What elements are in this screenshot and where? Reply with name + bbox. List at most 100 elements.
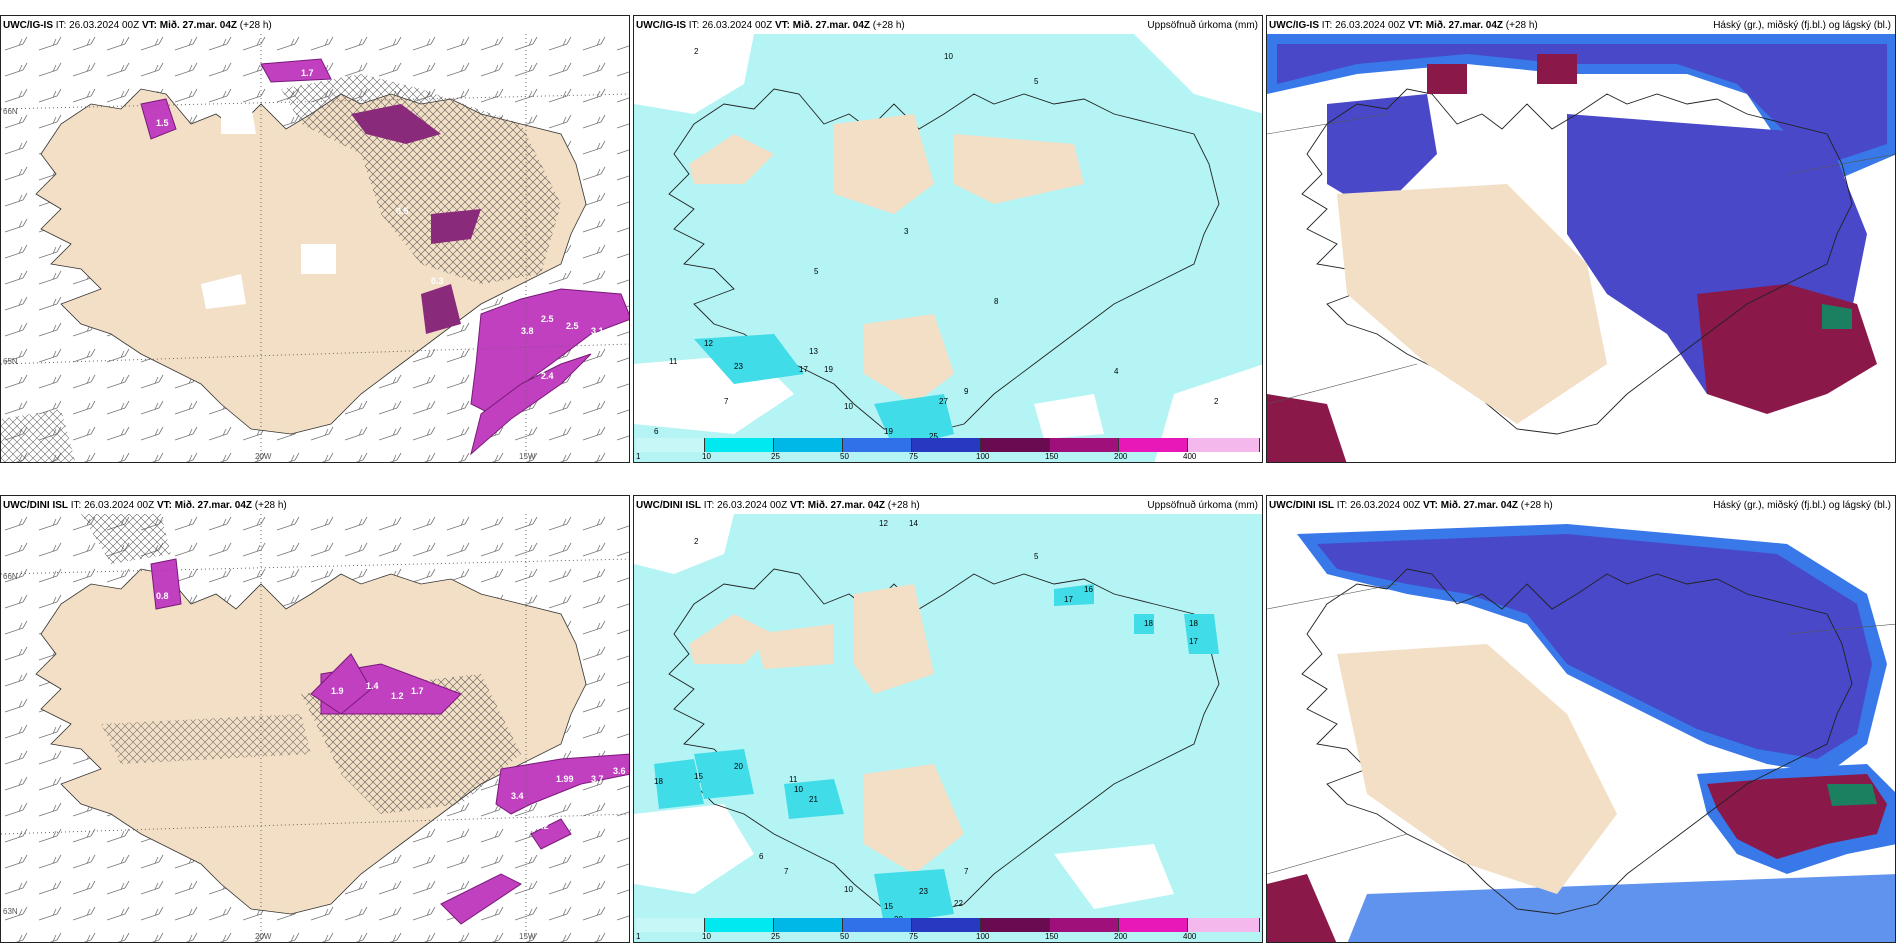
it-label: IT:: [1336, 500, 1348, 511]
wind-map[interactable]: 1.5 1.7 2.5 2.5 3.1 3.8 2.4 1.5 0.5 0.3 …: [1, 34, 629, 462]
model-name: UWC/DINI ISL: [1269, 500, 1334, 511]
svg-text:11: 11: [669, 357, 678, 366]
svg-text:3.1: 3.1: [591, 326, 604, 336]
colorbar-label: 25: [771, 452, 780, 461]
panel-title-precip: Uppsöfnuð úrkoma (mm): [1147, 20, 1258, 31]
model-name: UWC/IG-IS: [636, 20, 686, 31]
colorbar-swatch: [1050, 438, 1119, 452]
vt-label: VT:: [141, 20, 157, 31]
model-name: UWC/IG-IS: [3, 20, 53, 31]
cloud-map-svg: [1267, 34, 1895, 462]
svg-text:11: 11: [789, 775, 798, 784]
svg-text:5: 5: [814, 267, 819, 276]
it-value: 26.03.2024 00Z: [84, 500, 155, 511]
svg-text:12: 12: [879, 519, 888, 528]
colorbar-label: 150: [1045, 932, 1059, 941]
vt-value: Mið. 27.mar. 04Z: [174, 500, 253, 511]
svg-text:5: 5: [1034, 77, 1039, 86]
panel-header: UWC/DINI ISL IT: 26.03.2024 00Z VT: Mið.…: [636, 500, 920, 511]
svg-text:1.5: 1.5: [521, 416, 534, 426]
svg-text:15: 15: [694, 772, 703, 781]
panel-precip-top: UWC/IG-IS IT: 26.03.2024 00Z VT: Mið. 27…: [633, 15, 1263, 463]
lead-time: (+28 h): [239, 20, 272, 31]
cloud-map[interactable]: [1267, 514, 1895, 942]
colorbar-label: 400: [1183, 932, 1197, 941]
panel-title-precip: Uppsöfnuð úrkoma (mm): [1147, 500, 1258, 511]
svg-text:22: 22: [954, 899, 963, 908]
svg-text:10: 10: [794, 785, 803, 794]
wind-map-svg: 1.5 1.7 2.5 2.5 3.1 3.8 2.4 1.5 0.5 0.3 …: [1, 34, 629, 462]
lon-label-20w: 20W: [255, 932, 272, 941]
colorbar-swatch: [636, 918, 705, 932]
model-name: UWC/IG-IS: [1269, 20, 1319, 31]
colorbar-swatch: [774, 438, 843, 452]
cloud-map[interactable]: [1267, 34, 1895, 462]
svg-text:2.4: 2.4: [541, 371, 554, 381]
it-label: IT:: [688, 20, 700, 31]
colorbar-swatch: [912, 438, 981, 452]
colorbar-swatch: [843, 918, 912, 932]
it-label: IT:: [70, 500, 82, 511]
svg-text:1.2: 1.2: [391, 691, 404, 701]
precip-map[interactable]: 12 11 23 17 19 13 19 25 27 10 2 10 5 8 9…: [634, 34, 1262, 462]
svg-text:17: 17: [799, 365, 808, 374]
wind-map[interactable]: 1.9 1.4 1.2 1.7 1.99 3.7 3.6 3.4 3.2 0.8…: [1, 514, 629, 942]
panel-title-cloud: Háský (gr.), miðský (fj.bl.) og lágský (…: [1713, 500, 1891, 511]
colorbar-swatch: [912, 918, 981, 932]
vt-label: VT:: [1422, 500, 1438, 511]
colorbar-label: 1: [636, 452, 641, 461]
precip-colorbar: 1 10 25 50 75 100 150 200 400: [636, 918, 1260, 941]
svg-text:1.9: 1.9: [331, 686, 344, 696]
colorbar-label: 25: [771, 932, 780, 941]
svg-text:27: 27: [939, 397, 948, 406]
svg-text:6: 6: [759, 852, 764, 861]
colorbar-swatch: [636, 438, 705, 452]
vt-label: VT:: [789, 500, 805, 511]
colorbar-swatch: [705, 438, 774, 452]
panel-header: UWC/DINI ISL IT: 26.03.2024 00Z VT: Mið.…: [3, 500, 287, 511]
cloud-map-svg: [1267, 514, 1895, 942]
panel-header: UWC/IG-IS IT: 26.03.2024 00Z VT: Mið. 27…: [3, 20, 272, 31]
panel-cloud-top: UWC/IG-IS IT: 26.03.2024 00Z VT: Mið. 27…: [1266, 15, 1896, 463]
svg-text:21: 21: [809, 795, 818, 804]
colorbar-label: 50: [840, 932, 849, 941]
svg-text:10: 10: [844, 402, 853, 411]
svg-text:3.6: 3.6: [613, 766, 626, 776]
vt-label: VT:: [156, 500, 172, 511]
colorbar-swatch: [1050, 918, 1119, 932]
lat-label-66n: 66N: [3, 572, 18, 581]
svg-text:6: 6: [654, 427, 659, 436]
vt-value: Mið. 27.mar. 04Z: [159, 20, 238, 31]
svg-text:17: 17: [1189, 637, 1198, 646]
lead-time: (+28 h): [872, 20, 905, 31]
colorbar-label: 10: [702, 452, 711, 461]
svg-text:19: 19: [824, 365, 833, 374]
svg-text:23: 23: [734, 362, 743, 371]
wind-map-svg: 1.9 1.4 1.2 1.7 1.99 3.7 3.6 3.4 3.2 0.8…: [1, 514, 629, 942]
panel-title-cloud: Háský (gr.), miðský (fj.bl.) og lágský (…: [1713, 20, 1891, 31]
it-value: 26.03.2024 00Z: [69, 20, 140, 31]
lat-label-65n: 65N: [3, 357, 18, 366]
svg-text:14: 14: [909, 519, 918, 528]
colorbar-label: 75: [909, 932, 918, 941]
panel-cloud-bottom: UWC/DINI ISL IT: 26.03.2024 00Z VT: Mið.…: [1266, 495, 1896, 943]
svg-text:1.4: 1.4: [366, 681, 379, 691]
lat-label-66n: 66N: [3, 107, 18, 116]
svg-text:7: 7: [964, 867, 969, 876]
precip-map[interactable]: 12 14 17 16 18 18 17 18 15 20 21 11 23 2…: [634, 514, 1262, 942]
svg-text:5: 5: [1034, 552, 1039, 561]
precip-map-svg: 12 14 17 16 18 18 17 18 15 20 21 11 23 2…: [634, 514, 1262, 942]
svg-text:2.5: 2.5: [541, 314, 554, 324]
colorbar-swatch: [774, 918, 843, 932]
svg-text:3.4: 3.4: [511, 791, 524, 801]
lead-time: (+28 h): [1505, 20, 1538, 31]
it-value: 26.03.2024 00Z: [1350, 500, 1421, 511]
svg-text:10: 10: [944, 52, 953, 61]
it-value: 26.03.2024 00Z: [717, 500, 788, 511]
vt-value: Mið. 27.mar. 04Z: [792, 20, 871, 31]
it-value: 26.03.2024 00Z: [702, 20, 773, 31]
colorbar-swatch: [705, 918, 774, 932]
colorbar-swatch: [1188, 438, 1260, 452]
svg-text:2: 2: [694, 47, 699, 56]
svg-text:18: 18: [1189, 619, 1198, 628]
